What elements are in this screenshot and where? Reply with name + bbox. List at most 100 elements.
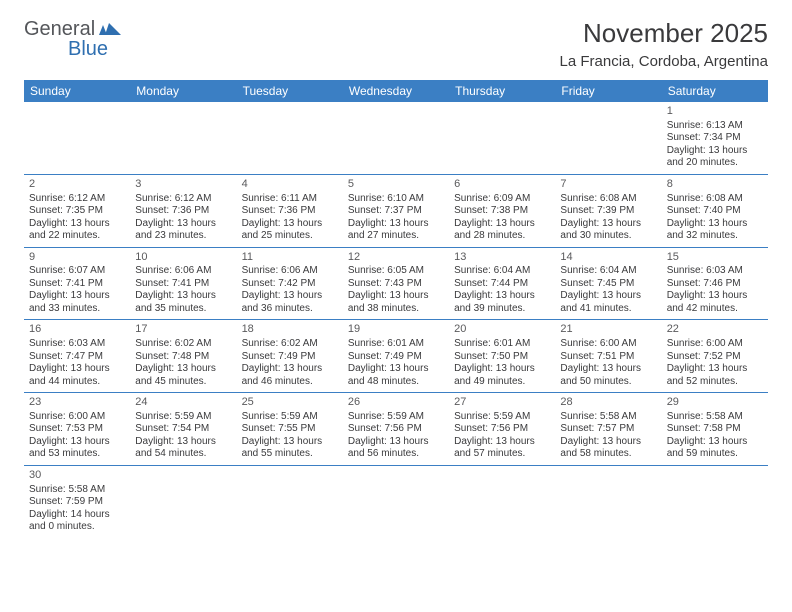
calendar-cell [237,465,343,537]
day-number: 29 [667,396,763,410]
sunrise-text: Sunrise: 6:11 AM [242,193,338,206]
sunrise-text: Sunrise: 6:00 AM [667,338,763,351]
calendar-cell: 13Sunrise: 6:04 AMSunset: 7:44 PMDayligh… [449,247,555,320]
daylight-text: Daylight: 13 hours and 38 minutes. [348,290,444,315]
sunset-text: Sunset: 7:39 PM [560,205,656,218]
sunset-text: Sunset: 7:57 PM [560,423,656,436]
sunset-text: Sunset: 7:40 PM [667,205,763,218]
sunset-text: Sunset: 7:54 PM [135,423,231,436]
calendar-cell: 16Sunrise: 6:03 AMSunset: 7:47 PMDayligh… [24,320,130,393]
day-number: 14 [560,251,656,265]
daylight-text: Daylight: 13 hours and 20 minutes. [667,145,763,170]
sunset-text: Sunset: 7:49 PM [242,351,338,364]
calendar-cell [130,465,236,537]
calendar-cell [130,102,236,174]
daylight-text: Daylight: 13 hours and 58 minutes. [560,436,656,461]
sunset-text: Sunset: 7:34 PM [667,132,763,145]
sunrise-text: Sunrise: 5:58 AM [29,484,125,497]
calendar-cell: 25Sunrise: 5:59 AMSunset: 7:55 PMDayligh… [237,393,343,466]
sunset-text: Sunset: 7:55 PM [242,423,338,436]
calendar-cell: 19Sunrise: 6:01 AMSunset: 7:49 PMDayligh… [343,320,449,393]
calendar-cell: 14Sunrise: 6:04 AMSunset: 7:45 PMDayligh… [555,247,661,320]
sunrise-text: Sunrise: 6:01 AM [348,338,444,351]
calendar-cell: 9Sunrise: 6:07 AMSunset: 7:41 PMDaylight… [24,247,130,320]
day-number: 20 [454,323,550,337]
daylight-text: Daylight: 13 hours and 55 minutes. [242,436,338,461]
daylight-text: Daylight: 13 hours and 39 minutes. [454,290,550,315]
calendar-row: 9Sunrise: 6:07 AMSunset: 7:41 PMDaylight… [24,247,768,320]
calendar-cell: 1Sunrise: 6:13 AMSunset: 7:34 PMDaylight… [662,102,768,174]
sunset-text: Sunset: 7:36 PM [242,205,338,218]
day-number: 6 [454,178,550,192]
sunrise-text: Sunrise: 5:58 AM [667,411,763,424]
sunrise-text: Sunrise: 6:07 AM [29,265,125,278]
sunrise-text: Sunrise: 6:08 AM [667,193,763,206]
sunset-text: Sunset: 7:35 PM [29,205,125,218]
daylight-text: Daylight: 13 hours and 57 minutes. [454,436,550,461]
sunset-text: Sunset: 7:50 PM [454,351,550,364]
sunrise-text: Sunrise: 6:12 AM [29,193,125,206]
sunset-text: Sunset: 7:46 PM [667,278,763,291]
day-number: 4 [242,178,338,192]
daylight-text: Daylight: 13 hours and 32 minutes. [667,218,763,243]
calendar-cell: 11Sunrise: 6:06 AMSunset: 7:42 PMDayligh… [237,247,343,320]
day-number: 19 [348,323,444,337]
logo-word2: Blue [68,38,108,61]
day-number: 1 [667,105,763,119]
calendar-cell [662,465,768,537]
sunrise-text: Sunrise: 6:02 AM [135,338,231,351]
weekday-mon: Monday [130,80,236,102]
calendar-cell: 12Sunrise: 6:05 AMSunset: 7:43 PMDayligh… [343,247,449,320]
sunrise-text: Sunrise: 6:13 AM [667,120,763,133]
calendar-row: 30Sunrise: 5:58 AMSunset: 7:59 PMDayligh… [24,465,768,537]
daylight-text: Daylight: 13 hours and 36 minutes. [242,290,338,315]
calendar-row: 1Sunrise: 6:13 AMSunset: 7:34 PMDaylight… [24,102,768,174]
daylight-text: Daylight: 13 hours and 23 minutes. [135,218,231,243]
day-number: 3 [135,178,231,192]
daylight-text: Daylight: 13 hours and 56 minutes. [348,436,444,461]
calendar-cell: 18Sunrise: 6:02 AMSunset: 7:49 PMDayligh… [237,320,343,393]
daylight-text: Daylight: 13 hours and 54 minutes. [135,436,231,461]
sunset-text: Sunset: 7:42 PM [242,278,338,291]
calendar-cell: 30Sunrise: 5:58 AMSunset: 7:59 PMDayligh… [24,465,130,537]
sunrise-text: Sunrise: 6:04 AM [560,265,656,278]
calendar-cell: 8Sunrise: 6:08 AMSunset: 7:40 PMDaylight… [662,174,768,247]
sunrise-text: Sunrise: 5:58 AM [560,411,656,424]
day-number: 16 [29,323,125,337]
daylight-text: Daylight: 13 hours and 53 minutes. [29,436,125,461]
header: General November 2025 La Francia, Cordob… [24,18,768,70]
day-number: 7 [560,178,656,192]
sunset-text: Sunset: 7:37 PM [348,205,444,218]
sunrise-text: Sunrise: 5:59 AM [454,411,550,424]
calendar-cell [449,102,555,174]
daylight-text: Daylight: 13 hours and 52 minutes. [667,363,763,388]
calendar-cell: 5Sunrise: 6:10 AMSunset: 7:37 PMDaylight… [343,174,449,247]
calendar-table: Sunday Monday Tuesday Wednesday Thursday… [24,80,768,538]
day-number: 2 [29,178,125,192]
calendar-cell: 23Sunrise: 6:00 AMSunset: 7:53 PMDayligh… [24,393,130,466]
daylight-text: Daylight: 13 hours and 59 minutes. [667,436,763,461]
daylight-text: Daylight: 13 hours and 35 minutes. [135,290,231,315]
sunrise-text: Sunrise: 6:10 AM [348,193,444,206]
sunrise-text: Sunrise: 6:08 AM [560,193,656,206]
calendar-cell: 24Sunrise: 5:59 AMSunset: 7:54 PMDayligh… [130,393,236,466]
sunset-text: Sunset: 7:47 PM [29,351,125,364]
sunset-text: Sunset: 7:49 PM [348,351,444,364]
sunset-text: Sunset: 7:41 PM [29,278,125,291]
calendar-cell: 21Sunrise: 6:00 AMSunset: 7:51 PMDayligh… [555,320,661,393]
sunrise-text: Sunrise: 6:06 AM [242,265,338,278]
sunrise-text: Sunrise: 6:00 AM [560,338,656,351]
sunset-text: Sunset: 7:44 PM [454,278,550,291]
day-number: 12 [348,251,444,265]
daylight-text: Daylight: 13 hours and 42 minutes. [667,290,763,315]
calendar-cell: 4Sunrise: 6:11 AMSunset: 7:36 PMDaylight… [237,174,343,247]
sunrise-text: Sunrise: 6:02 AM [242,338,338,351]
sunset-text: Sunset: 7:48 PM [135,351,231,364]
calendar-cell: 22Sunrise: 6:00 AMSunset: 7:52 PMDayligh… [662,320,768,393]
day-number: 10 [135,251,231,265]
page-title: November 2025 [560,18,768,49]
calendar-cell [343,102,449,174]
calendar-cell: 2Sunrise: 6:12 AMSunset: 7:35 PMDaylight… [24,174,130,247]
day-number: 17 [135,323,231,337]
calendar-cell [24,102,130,174]
